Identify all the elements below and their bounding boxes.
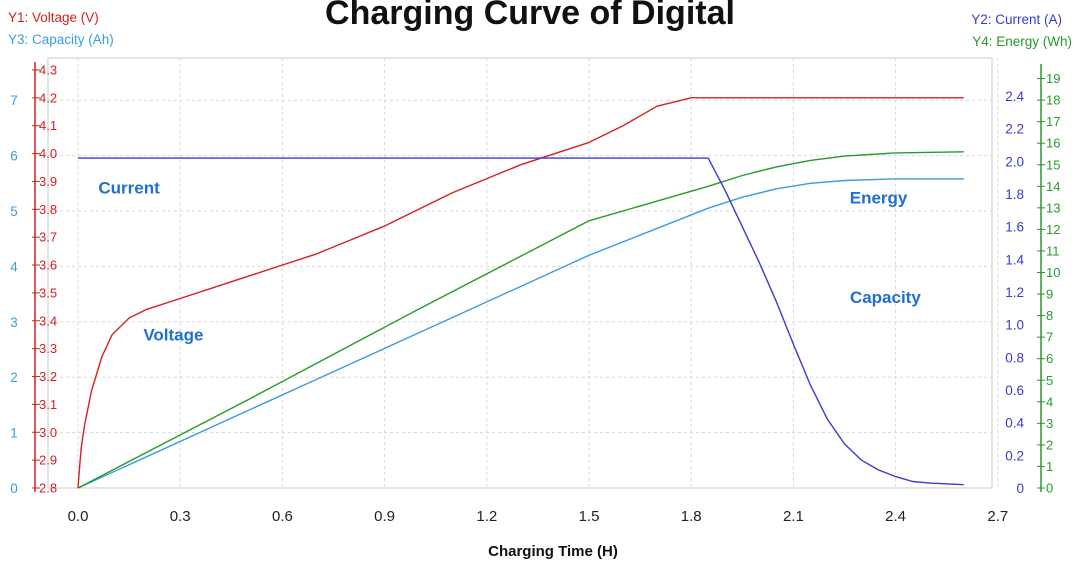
y4-tick-label: 7: [1046, 330, 1053, 345]
y1-axis-title: Y1: Voltage (V): [8, 10, 99, 25]
capacity-series-line: [77, 178, 964, 489]
y2-tick-label: 1.8: [1005, 187, 1024, 202]
y2-tick-label: 1.4: [1005, 252, 1024, 267]
annotation-current: Current: [98, 179, 160, 198]
y2-tick-label: 0.2: [1005, 448, 1024, 463]
annotation-voltage: Voltage: [143, 325, 203, 344]
y1-tick-label: 3.0: [39, 425, 57, 440]
y4-tick-label: 10: [1046, 265, 1060, 280]
y4-tick-label: 19: [1046, 71, 1060, 86]
y1-tick-label: 3.5: [39, 285, 57, 300]
y2-tick-label: 1.2: [1005, 285, 1024, 300]
y1-tick-label: 3.2: [39, 369, 57, 384]
y2-axis-title: Y2: Current (A): [971, 12, 1062, 27]
y3-tick-label: 1: [10, 426, 18, 441]
y1-tick-label: 3.7: [39, 230, 57, 245]
plot-frame: [47, 57, 993, 489]
energy-series-line: [77, 151, 964, 489]
x-tick-label: 1.8: [681, 508, 702, 525]
y1-tick-label: 4.0: [39, 146, 57, 161]
y2-tick-label: 2.4: [1005, 89, 1024, 104]
y1-tick-label: 3.8: [39, 202, 57, 217]
y4-tick-label: 13: [1046, 200, 1060, 215]
y1-tick-label: 3.4: [39, 313, 57, 328]
x-tick-label: 0.9: [374, 508, 395, 525]
y2-tick-label: 0: [1016, 481, 1024, 496]
x-tick-label: 1.5: [579, 508, 600, 525]
y4-tick-label: 5: [1046, 373, 1053, 388]
annotation-capacity: Capacity: [850, 288, 921, 307]
y1-tick-label: 2.9: [39, 453, 57, 468]
voltage-series-line: [77, 97, 964, 489]
annotation-labels: Current Voltage Energy Capacity: [98, 179, 921, 345]
y4-tick-label: 6: [1046, 351, 1053, 366]
x-tick-label: 0.6: [272, 508, 293, 525]
y3-tick-label: 7: [10, 93, 18, 108]
y4-tick-label: 1: [1046, 459, 1053, 474]
x-axis-title: Charging Time (H): [488, 543, 618, 560]
y4-tick-label: 2: [1046, 437, 1053, 452]
y3-tick-label: 0: [10, 481, 18, 496]
x-tick-label: 2.4: [885, 508, 906, 525]
y3-axis-title: Y3: Capacity (Ah): [8, 32, 114, 47]
y1-tick-label: 4.1: [39, 118, 57, 133]
y4-tick-label: 16: [1046, 136, 1060, 151]
annotation-energy: Energy: [850, 188, 908, 207]
y4-tick-label: 9: [1046, 287, 1053, 302]
y4-tick-label: 8: [1046, 308, 1053, 323]
y4-tick-label: 14: [1046, 179, 1060, 194]
y1-tick-label: 3.3: [39, 341, 57, 356]
y4-tick-label: 18: [1046, 93, 1060, 108]
x-tick-label: 1.2: [476, 508, 497, 525]
y1-tick-label: 4.2: [39, 90, 57, 105]
chart-title: Charging Curve of Digital: [325, 0, 735, 32]
x-tick-label: 0.0: [68, 508, 89, 525]
y4-tick-label: 3: [1046, 416, 1053, 431]
series-lines: [77, 97, 964, 489]
x-tick-label: 2.7: [987, 508, 1008, 525]
y4-tick-label: 15: [1046, 157, 1060, 172]
y2-tick-label: 2.0: [1005, 154, 1024, 169]
y2-tick-label: 1.0: [1005, 318, 1024, 333]
y2-tick-label: 0.6: [1005, 383, 1024, 398]
x-tick-label: 2.1: [783, 508, 804, 525]
y4-tick-label: 17: [1046, 114, 1060, 129]
y1-tick-label: 3.9: [39, 174, 57, 189]
y3-tick-label: 5: [10, 204, 18, 219]
x-tick-label: 0.3: [170, 508, 191, 525]
y3-tick-label: 6: [10, 149, 18, 164]
y4-tick-label: 4: [1046, 394, 1053, 409]
y1-tick-label: 4.3: [39, 62, 57, 77]
y2-tick-label: 1.6: [1005, 220, 1024, 235]
current-series-line: [78, 157, 964, 486]
y4-tick-label: 0: [1046, 481, 1053, 496]
grid: [47, 57, 999, 489]
y2-tick-label: 0.4: [1005, 416, 1024, 431]
y2-tick-label: 2.2: [1005, 122, 1024, 137]
y3-tick-label: 2: [10, 370, 18, 385]
y4-tick-label: 11: [1046, 243, 1060, 258]
y1-tick-label: 2.8: [39, 481, 57, 496]
y1-tick-label: 3.6: [39, 258, 57, 273]
y3-tick-label: 3: [10, 315, 18, 330]
y4-axis-title: Y4: Energy (Wh): [972, 34, 1072, 49]
y4-tick-label: 12: [1046, 222, 1060, 237]
axes: 0.0 0.3 0.6 0.9 1.2 1.5 1.8 2.1 2.4 2.7012345672.…: [10, 62, 1060, 525]
y1-tick-label: 3.1: [39, 397, 57, 412]
y3-tick-label: 4: [10, 259, 18, 274]
y2-tick-label: 0.8: [1005, 350, 1024, 365]
